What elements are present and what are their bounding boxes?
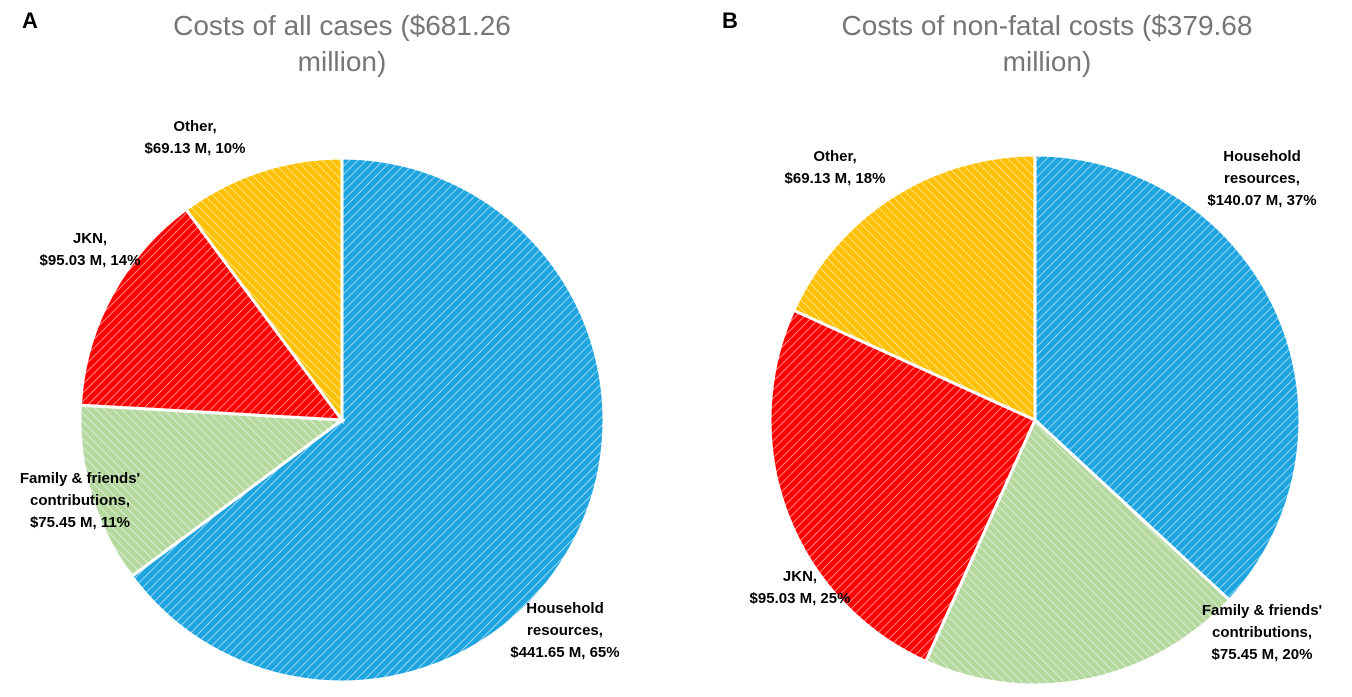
data-label: JKN, $95.03 M, 25% xyxy=(725,566,875,610)
pie-slice xyxy=(791,153,1037,423)
data-label: JKN, $95.03 M, 14% xyxy=(15,228,165,272)
value-label: $75.45 M, 20% xyxy=(1211,646,1313,663)
panel-letter: A xyxy=(22,8,38,33)
pie-slice xyxy=(923,417,1232,687)
category-label: Household resources, xyxy=(526,600,604,639)
pie-slice xyxy=(78,403,347,579)
value-label: $95.03 M, 14% xyxy=(39,252,141,269)
pie-slice xyxy=(78,207,346,422)
category-label: JKN, xyxy=(72,230,108,247)
category-label: Family & friends' contributions, xyxy=(1201,602,1323,641)
data-label: Household resources, $140.07 M, 37% xyxy=(1187,146,1337,212)
data-label: Family & friends' contributions, $75.45 M… xyxy=(1187,600,1337,666)
category-label: Other, xyxy=(173,118,217,135)
value-label: $95.03 M, 25% xyxy=(749,590,851,607)
pie-slice xyxy=(183,156,344,425)
value-label: $69.13 M, 18% xyxy=(784,170,886,187)
chart-title: Costs of non-fatal costs ($379.68 millio… xyxy=(841,10,1253,77)
data-label: Family & friends' contributions, $75.45 M… xyxy=(5,468,155,534)
pie-slice xyxy=(129,156,606,684)
category-label: Family & friends' contributions, xyxy=(19,470,141,509)
chart-title: Costs of all cases ($681.26 million) xyxy=(173,10,511,77)
pie-slice xyxy=(1033,153,1302,603)
data-label: Other, $69.13 M, 18% xyxy=(760,146,910,190)
value-label: $441.65 M, 65% xyxy=(510,644,620,661)
pie-slice xyxy=(768,308,1037,664)
data-label: Household resources, $441.65 M, 65% xyxy=(490,598,640,664)
value-label: $140.07 M, 37% xyxy=(1207,192,1317,209)
panel-letter: B xyxy=(722,8,738,33)
category-label: JKN, xyxy=(782,568,818,585)
value-label: $69.13 M, 10% xyxy=(144,140,246,157)
data-label: Other, $69.13 M, 10% xyxy=(120,116,270,160)
value-label: $75.45 M, 11% xyxy=(29,514,131,531)
category-label: Household resources, xyxy=(1223,148,1301,187)
category-label: Other, xyxy=(813,148,857,165)
